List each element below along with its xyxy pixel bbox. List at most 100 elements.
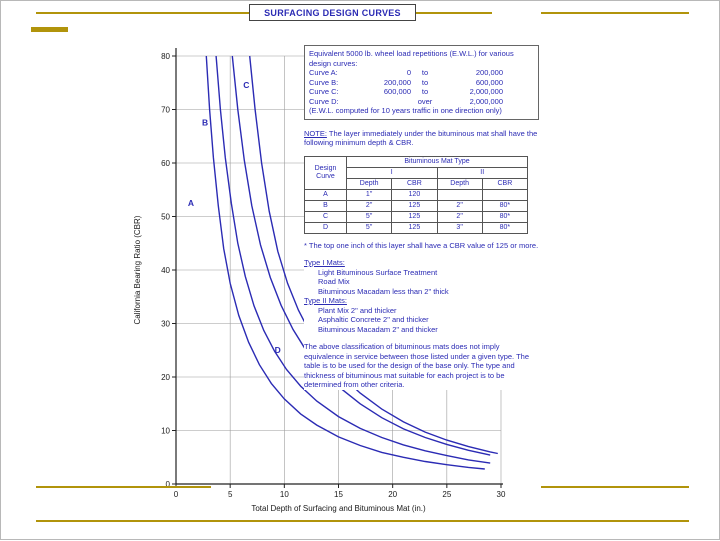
accent-line-bottom-long xyxy=(36,520,689,522)
type2-mats-title: Type II Mats: xyxy=(304,296,347,305)
y-tick-label: 50 xyxy=(161,213,170,222)
x-axis-title: Total Depth of Surfacing and Bituminous … xyxy=(251,504,426,513)
note-body: The layer immediately under the bitumino… xyxy=(304,128,538,148)
y-tick-label: 20 xyxy=(161,373,170,382)
design-curve-header-line2: Curve xyxy=(316,172,335,180)
ewl-cell: to xyxy=(421,87,429,96)
mat-table-cell: 125 xyxy=(391,221,438,234)
ewl-cell: Curve B: xyxy=(309,77,339,87)
type1-mats-list: Light Bituminous Surface Treatment Road M… xyxy=(304,268,539,297)
ewl-row: Curve D: over 2,000,000 xyxy=(309,97,534,107)
ewl-row: Curve B: 200,000 to 600,000 xyxy=(309,78,534,88)
mat-table-row: A 1" 120 xyxy=(304,188,529,201)
ewl-footer: (E.W.L. computed for 10 years traffic in… xyxy=(309,106,502,115)
ewl-cell: over xyxy=(417,96,433,106)
mat-type-definitions: Type I Mats: Light Bituminous Surface Tr… xyxy=(304,258,539,334)
mat-table-cell xyxy=(481,188,529,201)
y-tick-label: 0 xyxy=(166,480,171,489)
mat-table-cell: 80* xyxy=(481,221,529,234)
ewl-cell: 2,000,000 xyxy=(469,87,503,96)
accent-line-bottom-left xyxy=(36,486,211,488)
accent-line-top-right xyxy=(541,12,689,14)
slide-title: SURFACING DESIGN CURVES xyxy=(264,7,401,18)
mat-item: Plant Mix 2" and thicker xyxy=(318,305,397,315)
ewl-row: Curve A: 0 to 200,000 xyxy=(309,68,534,78)
mat-table-cell: B xyxy=(304,199,347,212)
curve-label-D: D xyxy=(275,345,281,355)
ewl-cell: Curve D: xyxy=(309,96,339,106)
mat-table-cell: A xyxy=(304,188,347,201)
y-tick-label: 10 xyxy=(161,427,170,436)
note-text: NOTE: The layer immediately under the bi… xyxy=(304,129,539,148)
mat-table-row: B 2" 125 2" 80* xyxy=(304,199,529,212)
slide-title-box: SURFACING DESIGN CURVES xyxy=(249,4,416,21)
mat-table-header-row-1: Design Curve Bituminous Mat Type xyxy=(304,155,528,190)
ewl-cell: 2,000,000 xyxy=(469,96,503,106)
ewl-cell: 200,000 xyxy=(475,68,503,77)
mat-table-cell: 1" xyxy=(345,188,393,201)
mat-table-cell: 120 xyxy=(391,188,438,201)
mat-table-cell: 3" xyxy=(436,221,483,234)
ewl-cell: Curve A: xyxy=(309,68,338,77)
cbr-header-1: CBR xyxy=(391,177,438,190)
x-tick-label: 5 xyxy=(228,490,233,499)
mat-table-header-row-3: Depth CBR Depth CBR xyxy=(305,177,529,190)
ewl-rows: Curve A: 0 to 200,000 Curve B: 200,000 to 600,0… xyxy=(309,68,534,106)
mat-table-cell: 80* xyxy=(481,210,529,223)
mat-table-cell: C xyxy=(304,210,347,223)
mat-table-row: C 5" 125 2" 80* xyxy=(304,210,529,223)
y-tick-label: 60 xyxy=(161,159,170,168)
curve-label-A: A xyxy=(188,198,194,208)
mat-table-cell: 5" xyxy=(345,210,393,223)
mat-item: Road Mix xyxy=(318,277,350,286)
mat-item: Bituminous Macadam less than 2" thick xyxy=(318,286,449,296)
mat-table-cell: D xyxy=(304,221,347,234)
ewl-cell: 200,000 xyxy=(383,77,411,87)
ewl-info-box: Equivalent 5000 lb. wheel load repetitio… xyxy=(304,45,539,120)
ewl-cell: Curve C: xyxy=(309,87,339,96)
y-tick-label: 30 xyxy=(161,320,170,329)
ewl-cell: to xyxy=(421,68,429,77)
mat-table-row: D 5" 125 3" 80* xyxy=(304,221,529,234)
x-tick-label: 20 xyxy=(388,490,397,499)
curve-B xyxy=(215,55,491,464)
table-footnote: * The top one inch of this layer shall h… xyxy=(304,240,539,250)
note-label: NOTE: xyxy=(304,128,327,138)
ewl-cell: 600,000 xyxy=(475,77,503,87)
x-tick-label: 25 xyxy=(442,490,451,499)
depth-header-1: Depth xyxy=(345,177,393,190)
classification-paragraph: The above classification of bituminous m… xyxy=(304,342,530,389)
ewl-cell: to xyxy=(421,77,429,87)
ewl-row: Curve C: 600,000 to 2,000,000 xyxy=(309,87,534,97)
annotation-column: Equivalent 5000 lb. wheel load repetitio… xyxy=(304,45,539,390)
ewl-cell: 0 xyxy=(406,68,411,77)
x-tick-label: 0 xyxy=(174,490,179,499)
mat-table-cell: 2" xyxy=(436,210,483,223)
curve-label-B: B xyxy=(202,118,208,128)
mat-table-body: A 1" 120 B 2" 125 2" 80* C 5" 125 2" 80* D 5" 125 3" 80* xyxy=(304,188,529,234)
mat-table-cell: 125 xyxy=(391,199,438,212)
y-tick-label: 80 xyxy=(161,52,170,61)
type2-mats-list: Plant Mix 2" and thicker Asphaltic Concre… xyxy=(304,306,539,335)
accent-bar-left xyxy=(31,27,68,32)
mat-table-cell: 5" xyxy=(345,221,393,234)
y-axis-title: California Bearing Ratio (CBR) xyxy=(133,215,142,324)
cbr-header-2: CBR xyxy=(481,177,529,190)
ewl-intro: Equivalent 5000 lb. wheel load repetitio… xyxy=(309,49,514,68)
mat-type-2-header: II xyxy=(436,166,528,179)
curve-A xyxy=(205,55,485,470)
mat-table-cell xyxy=(436,188,483,201)
curve-label-C: C xyxy=(243,80,249,90)
mat-table-cell: 125 xyxy=(391,210,438,223)
mat-item: Asphaltic Concrete 2" and thicker xyxy=(318,315,429,324)
depth-header-2: Depth xyxy=(436,177,483,190)
ewl-cell: 600,000 xyxy=(383,87,411,96)
type1-mats-title: Type I Mats: xyxy=(304,258,345,267)
mat-item: Light Bituminous Surface Treatment xyxy=(318,267,438,277)
x-tick-label: 30 xyxy=(497,490,506,499)
accent-line-bottom-right xyxy=(541,486,689,488)
mat-item: Bituminous Macadam 2" and thicker xyxy=(318,324,438,334)
y-tick-label: 70 xyxy=(161,106,170,115)
mat-table-cell: 2" xyxy=(345,199,393,212)
